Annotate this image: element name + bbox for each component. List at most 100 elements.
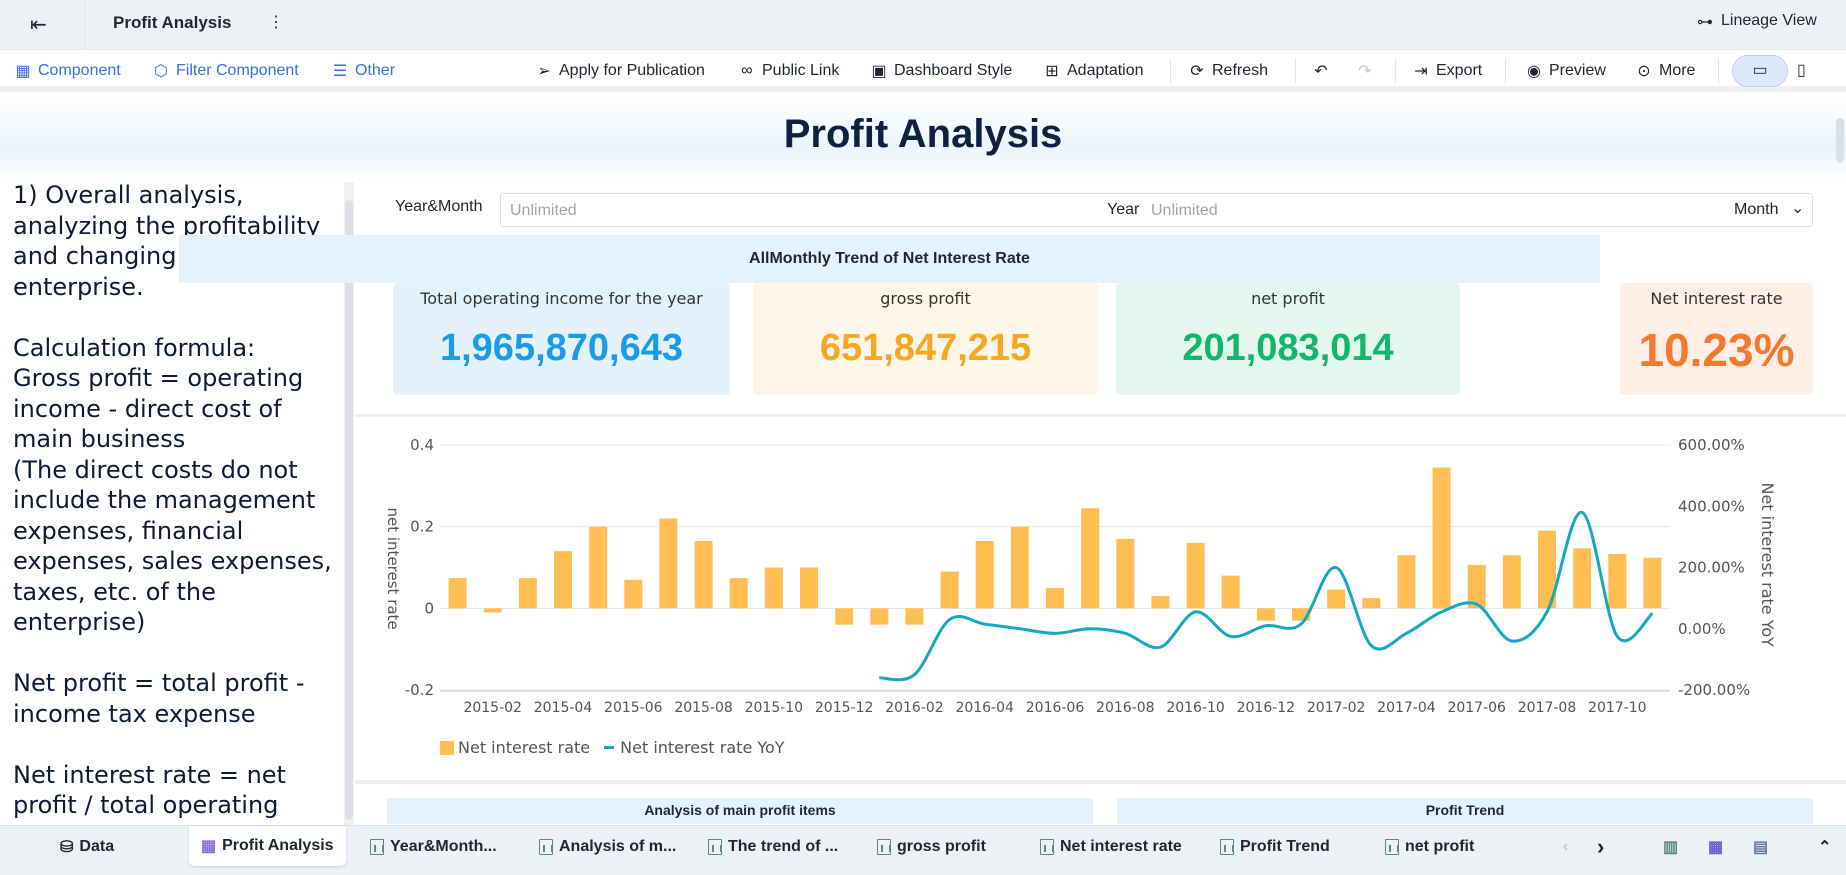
component-button[interactable]: ▦ Component [14, 50, 121, 92]
kpi-card-gross-profit: gross profit 651,847,215 [753, 283, 1098, 395]
add-report-icon: ▤ [1753, 839, 1769, 856]
y-tick-label: -0.2 [405, 681, 434, 699]
x-tick-label: 2016-02 [885, 700, 944, 716]
tab-scroll-left[interactable]: ‹ [1563, 826, 1568, 868]
page-scrollbar[interactable] [1836, 118, 1844, 163]
undo-icon: ↶ [1314, 63, 1328, 80]
add-dashboard-button[interactable]: ▦ [1708, 826, 1723, 868]
dashboard-style-label: Dashboard Style [894, 62, 1013, 79]
exit-icon[interactable]: ⇤ [30, 14, 47, 36]
style-icon: ▣ [871, 63, 887, 80]
sheet-tab-bar: ⛁ Data ▦ Profit Analysis Year&Month... Ana… [0, 825, 1846, 875]
start-placeholder: Unlimited [510, 202, 577, 219]
bar [940, 571, 959, 609]
description-scrollbar[interactable] [344, 182, 354, 825]
y-tick-label: 0 [424, 599, 434, 617]
x-tick-label: 2016-06 [1026, 700, 1085, 716]
tab-scroll-right[interactable]: › [1597, 826, 1604, 868]
bar [1046, 587, 1064, 609]
component-label: Component [38, 62, 121, 79]
refresh-button[interactable]: ⟳ Refresh [1188, 50, 1268, 92]
bar [1327, 589, 1346, 609]
tab-label: Net interest rate [1060, 838, 1182, 855]
legend-swatch [440, 740, 454, 755]
preview-eye-icon: ◉ [1527, 63, 1541, 80]
public-link-button[interactable]: ∞ Public Link [738, 50, 839, 92]
lineage-icon: ⊶ [1697, 14, 1713, 31]
legend-item-line[interactable]: Net interest rate YoY [604, 738, 785, 757]
x-tick-label: 2017-10 [1588, 700, 1647, 716]
tab-label: Profit Trend [1240, 838, 1330, 855]
export-button[interactable]: ⇥ Export [1412, 50, 1482, 92]
add-report-button[interactable]: ▤ [1753, 826, 1768, 868]
tab-trend[interactable]: The trend of ... [708, 826, 838, 868]
redo-button[interactable]: ↷ [1356, 50, 1374, 92]
kpi-title: Net interest rate [1650, 289, 1783, 308]
desktop-icon: ▭ [1752, 62, 1768, 79]
add-dashboard-icon: ▦ [1708, 839, 1724, 856]
desktop-view-toggle[interactable]: ▭ [1732, 55, 1788, 87]
bar [1221, 575, 1240, 609]
y2-axis-label: Net interest rate YoY [1758, 483, 1777, 648]
database-icon: ⛁ [60, 839, 74, 856]
granularity-select[interactable]: Month [1734, 201, 1779, 218]
apply-publication-button[interactable]: ➢ Apply for Publication [535, 50, 705, 92]
y2-tick-label: 200.00% [1678, 559, 1745, 577]
refresh-label: Refresh [1212, 62, 1269, 79]
legend-swatch [604, 746, 615, 749]
collapse-tabs-button[interactable]: ⌃ [1818, 826, 1831, 868]
sheet-icon [1040, 839, 1054, 855]
bar [518, 578, 537, 609]
undo-button[interactable]: ↶ [1312, 50, 1330, 92]
sheet-icon [1385, 839, 1399, 855]
sheet-icon [708, 839, 722, 855]
filter-component-button[interactable]: ⬡ Filter Component [152, 50, 299, 92]
report-title: Profit Analysis [113, 13, 232, 32]
lineage-view-button[interactable]: ⊶ Lineage View [1697, 12, 1817, 32]
more-vertical-icon[interactable]: ⋮ [268, 14, 284, 31]
title-banner [0, 98, 1846, 180]
tab-label: net profit [1405, 838, 1475, 855]
more-circle-icon: ⊙ [1637, 63, 1651, 80]
tab-label: Year&Month... [390, 838, 497, 855]
divider [1395, 58, 1396, 84]
bar [870, 608, 889, 625]
legend-label: Net interest rate [458, 738, 591, 757]
kpi-card-net-interest-rate: Net interest rate 10.23% [1620, 283, 1813, 395]
tab-data[interactable]: ⛁ Data [60, 826, 114, 868]
tab-profit-trend[interactable]: Profit Trend [1220, 826, 1330, 868]
chevron-up-circle-icon: ⌃ [1818, 839, 1832, 856]
y-tick-label: 0.4 [410, 436, 434, 454]
y2-tick-label: 600.00% [1678, 436, 1745, 454]
x-tick-label: 2015-08 [674, 700, 733, 716]
export-label: Export [1436, 62, 1483, 79]
more-button[interactable]: ⊙ More [1635, 50, 1695, 92]
chevron-down-icon[interactable]: ⌄ [1791, 200, 1805, 217]
tab-net-profit[interactable]: net profit [1385, 826, 1474, 868]
adaptation-button[interactable]: ⊞ Adaptation [1043, 50, 1143, 92]
dashboard-style-button[interactable]: ▣ Dashboard Style [870, 50, 1012, 92]
other-button[interactable]: ☰ Other [331, 50, 395, 92]
preview-button[interactable]: ◉ Preview [1525, 50, 1606, 92]
tab-year-month[interactable]: Year&Month... [370, 826, 497, 868]
tab-profit-analysis[interactable]: ▦ Profit Analysis [189, 826, 346, 866]
legend-label: Net interest rate YoY [620, 738, 785, 757]
divider [1718, 58, 1719, 84]
legend-item-bar[interactable]: Net interest rate [440, 738, 590, 757]
add-sheet-button[interactable]: ▥ [1663, 826, 1678, 868]
mobile-view-toggle[interactable]: ▯ [1797, 60, 1806, 80]
divider [1170, 58, 1171, 84]
chart-title-band [179, 235, 1600, 283]
year-month-filter[interactable]: Unlimited Year Unlimited Month ⌄ [500, 193, 1813, 227]
tab-gross-profit[interactable]: gross profit [877, 826, 986, 868]
bar [835, 608, 854, 625]
x-tick-label: 2015-12 [815, 700, 874, 716]
tab-net-interest-rate[interactable]: Net interest rate [1040, 826, 1182, 868]
bar [554, 551, 572, 609]
bar [1608, 554, 1627, 609]
tab-analysis-main[interactable]: Analysis of m... [539, 826, 676, 868]
lineage-view-label: Lineage View [1721, 12, 1817, 29]
preview-label: Preview [1549, 62, 1606, 79]
chevron-left-icon: ‹ [1563, 838, 1569, 855]
export-icon: ⇥ [1414, 63, 1428, 80]
